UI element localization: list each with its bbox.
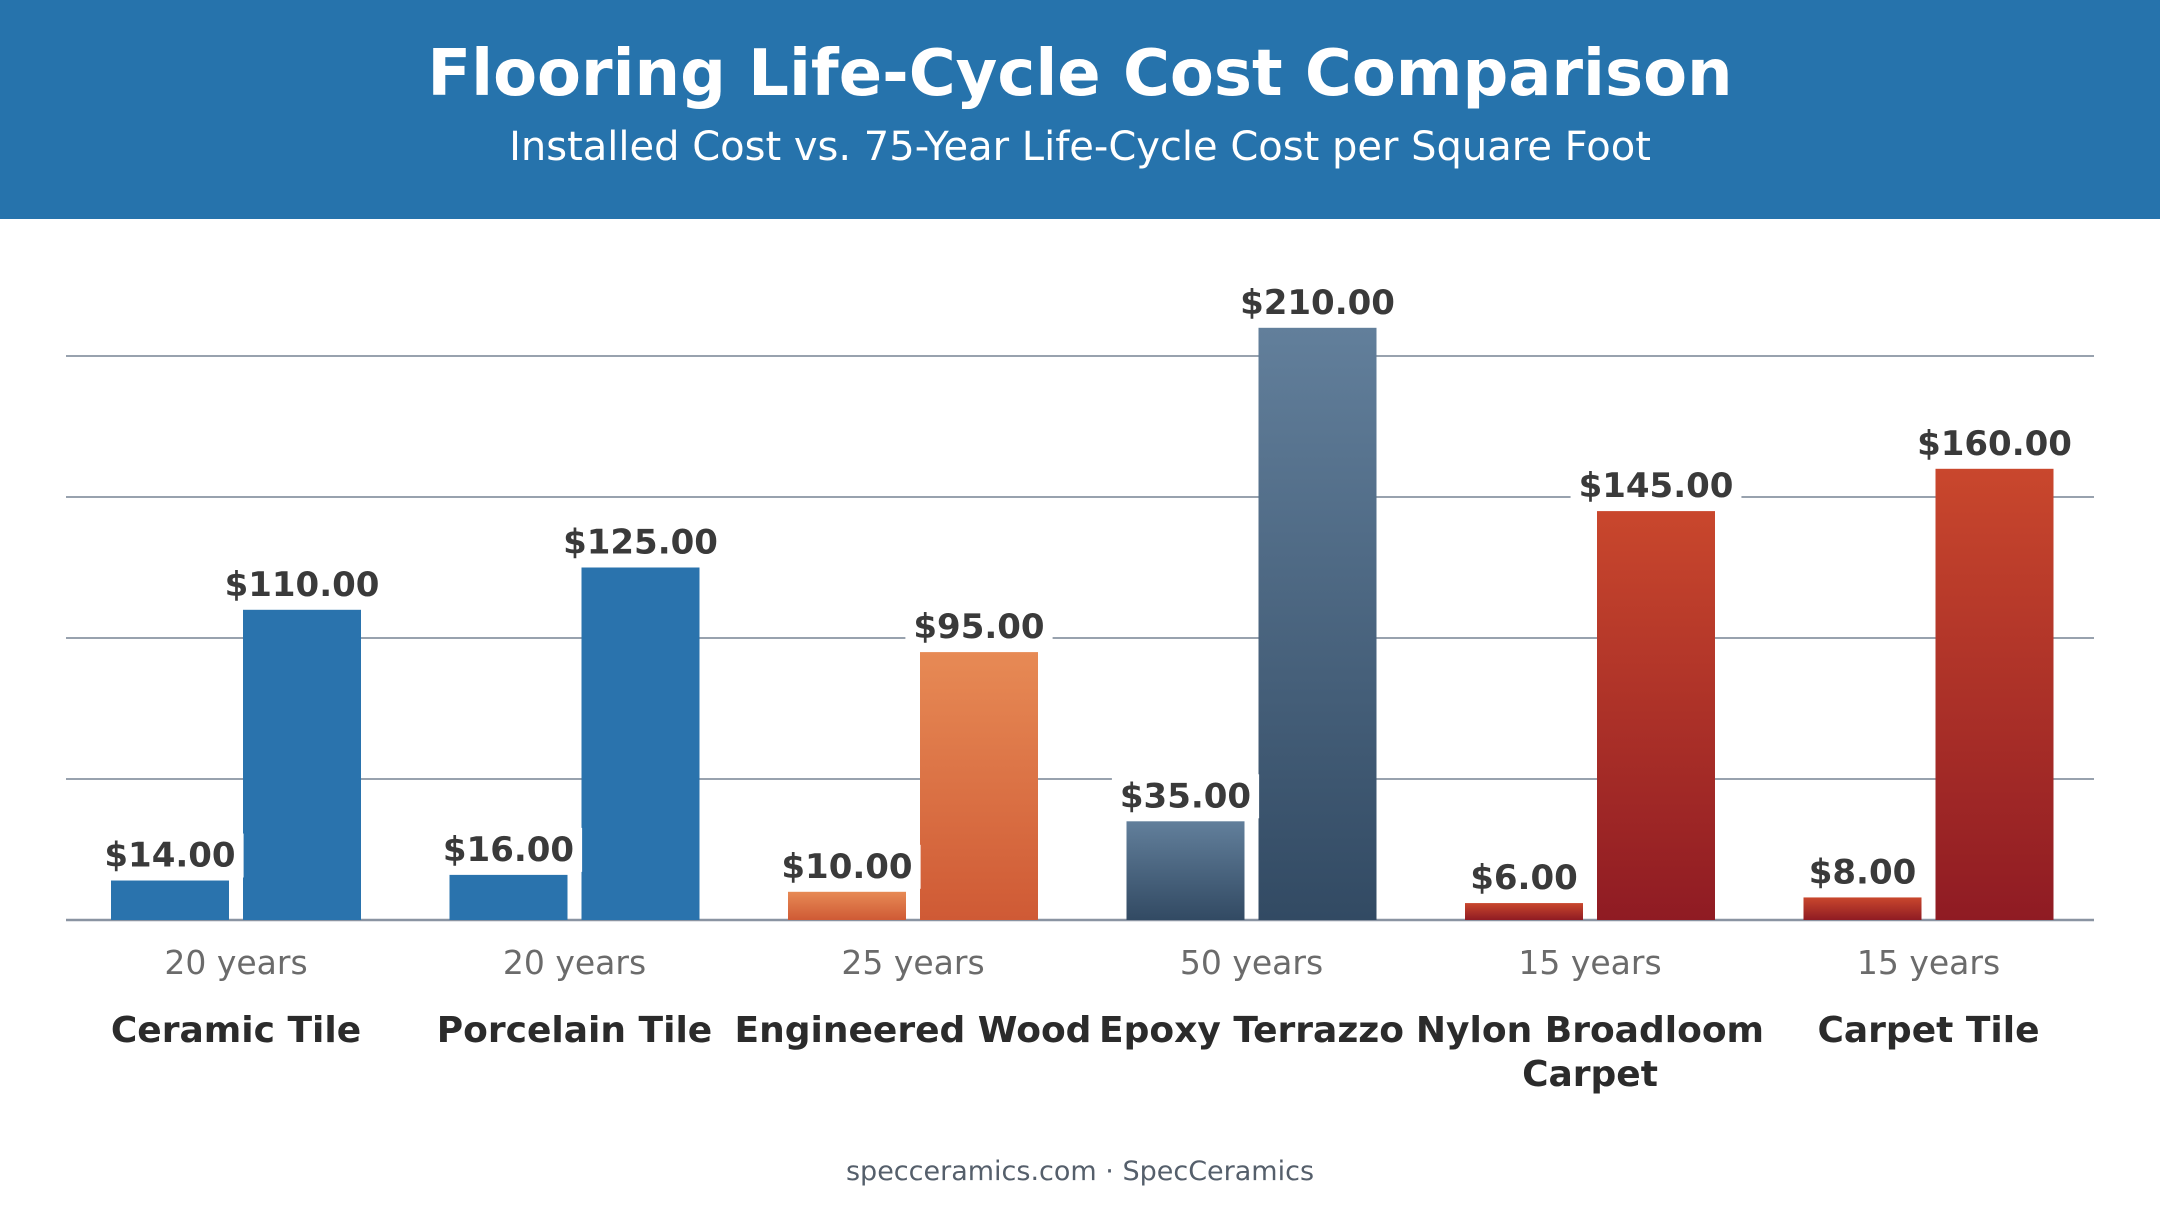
installed-cost-bar-5 xyxy=(1465,903,1583,920)
chart-header: Flooring Life-Cycle Cost Comparison Inst… xyxy=(0,0,2160,219)
bars xyxy=(111,327,2054,920)
lifespan-label: 20 years xyxy=(503,943,646,982)
value-labels: $14.00 $110.00 $16.00 $125.00 $10.00 $95.00 $3… xyxy=(96,280,2080,901)
value-label-background xyxy=(555,520,726,565)
category-label: Epoxy Terrazzo xyxy=(1099,1010,1404,1051)
value-label-background xyxy=(773,844,921,889)
chart-title: Flooring Life-Cycle Cost Comparison xyxy=(427,37,1733,111)
lifespan-label: 50 years xyxy=(1180,943,1323,982)
gridlines xyxy=(66,355,2094,922)
value-label-background xyxy=(1462,856,1586,901)
installed-cost-bar-1 xyxy=(111,880,229,920)
installed-cost-bar-3 xyxy=(788,891,906,920)
x-axis: 20 years Ceramic Tile 20 years Porcelain Ti… xyxy=(111,943,2040,1095)
value-label-background xyxy=(1909,421,2080,466)
lifecycle-cost-bar-1 xyxy=(243,609,361,920)
value-label-background xyxy=(905,605,1053,650)
value-label: $16.00 xyxy=(443,830,574,870)
lifespan-label: 25 years xyxy=(841,943,984,982)
lifecycle-cost-bar-4 xyxy=(1258,327,1377,920)
installed-cost-bar-4 xyxy=(1126,821,1245,920)
value-label-background xyxy=(1232,280,1403,325)
category-label: Porcelain Tile xyxy=(437,1010,712,1051)
value-label-background xyxy=(216,562,388,607)
source-credit: specceramics.com · SpecCeramics xyxy=(845,1156,1315,1187)
value-label: $145.00 xyxy=(1579,466,1734,506)
value-label: $125.00 xyxy=(563,523,718,563)
value-label: $14.00 xyxy=(104,836,235,876)
installed-cost-bar-2 xyxy=(449,874,568,920)
lifecycle-cost-bar-2 xyxy=(581,567,700,920)
lifespan-label: 15 years xyxy=(1518,943,1661,982)
value-label: $35.00 xyxy=(1120,776,1251,816)
value-label: $95.00 xyxy=(913,607,1044,647)
lifecycle-cost-bar-3 xyxy=(920,652,1038,920)
value-label: $8.00 xyxy=(1809,852,1917,892)
category-label: Nylon Broadloom Carpet xyxy=(1416,1010,1764,1095)
lifecycle-cost-bar-5 xyxy=(1597,511,1715,920)
installed-cost-bar-6 xyxy=(1803,897,1922,920)
lifespan-label: 15 years xyxy=(1857,943,2000,982)
category-label: Ceramic Tile xyxy=(111,1010,361,1051)
category-label: Carpet Tile xyxy=(1817,1010,2039,1051)
value-label: $110.00 xyxy=(225,565,380,605)
category-label: Engineered Wood xyxy=(735,1010,1092,1051)
value-label: $210.00 xyxy=(1240,283,1395,323)
value-label-background xyxy=(1570,464,1742,509)
value-label: $10.00 xyxy=(781,847,912,887)
value-label-background xyxy=(96,833,244,878)
value-label: $6.00 xyxy=(1470,858,1578,898)
lifespan-label: 20 years xyxy=(164,943,307,982)
lifecycle-cost-bar-6 xyxy=(1935,468,2054,920)
value-label-background xyxy=(1800,850,1925,895)
value-label: $160.00 xyxy=(1917,424,2072,464)
chart-subtitle: Installed Cost vs. 75-Year Life-Cycle Co… xyxy=(509,124,1651,170)
value-label-background xyxy=(1111,774,1260,819)
value-label-background xyxy=(434,827,583,872)
